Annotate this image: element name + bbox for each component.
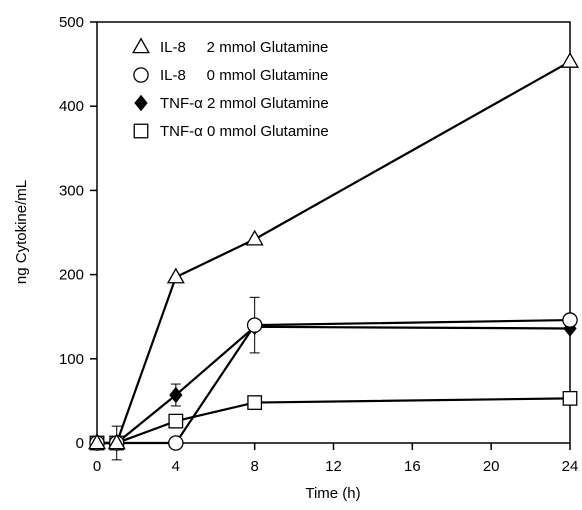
data-point [166, 267, 185, 284]
x-axis-title: Time (h) [305, 485, 360, 502]
y-tick-label: 0 [76, 435, 84, 452]
x-tick-label: 20 [483, 458, 500, 475]
data-point [247, 395, 263, 410]
data-point [562, 390, 578, 406]
data-point [562, 312, 578, 328]
x-tick-label: 12 [325, 458, 342, 475]
series-line [97, 397, 571, 445]
data-point [107, 433, 126, 450]
series-line [97, 325, 571, 445]
legend-label: IL-8 2 mmol Glutamine [160, 39, 328, 56]
legend-label: TNF-α 0 mmol Glutamine [160, 123, 329, 140]
legend-marker [134, 94, 148, 112]
legend-label: IL-8 0 mmol Glutamine [160, 67, 328, 84]
x-tick-label: 0 [93, 458, 101, 475]
data-point [168, 435, 184, 451]
data-point [245, 229, 264, 246]
series-line [97, 60, 571, 445]
legend-marker [133, 67, 149, 83]
y-axis-ticks: 0 100 200 300 400 500 [59, 14, 97, 452]
x-tick-label: 24 [562, 458, 579, 475]
x-tick-label: 16 [404, 458, 421, 475]
y-axis-title: ng Cytokine/mL [13, 180, 30, 284]
x-axis-ticks: 0 4 8 12 16 20 24 [93, 443, 579, 475]
x-tick-label: 4 [172, 458, 180, 475]
data-point [169, 386, 183, 404]
data-point [246, 317, 263, 333]
legend: IL-8 2 mmol Glutamine IL-8 0 mmol Glutami… [132, 37, 329, 140]
legend-marker [132, 37, 150, 54]
y-tick-label: 500 [59, 14, 84, 31]
data-point [168, 413, 184, 429]
series-layer [88, 52, 579, 461]
legend-marker [133, 123, 149, 139]
plot-frame [96, 21, 571, 444]
x-tick-label: 8 [250, 458, 258, 475]
y-tick-label: 100 [59, 351, 84, 368]
data-point [561, 52, 579, 68]
y-tick-label: 300 [59, 182, 84, 199]
legend-label: TNF-α 2 mmol Glutamine [160, 95, 329, 112]
data-point [88, 433, 106, 450]
y-tick-label: 200 [59, 267, 84, 284]
y-tick-label: 400 [59, 98, 84, 115]
